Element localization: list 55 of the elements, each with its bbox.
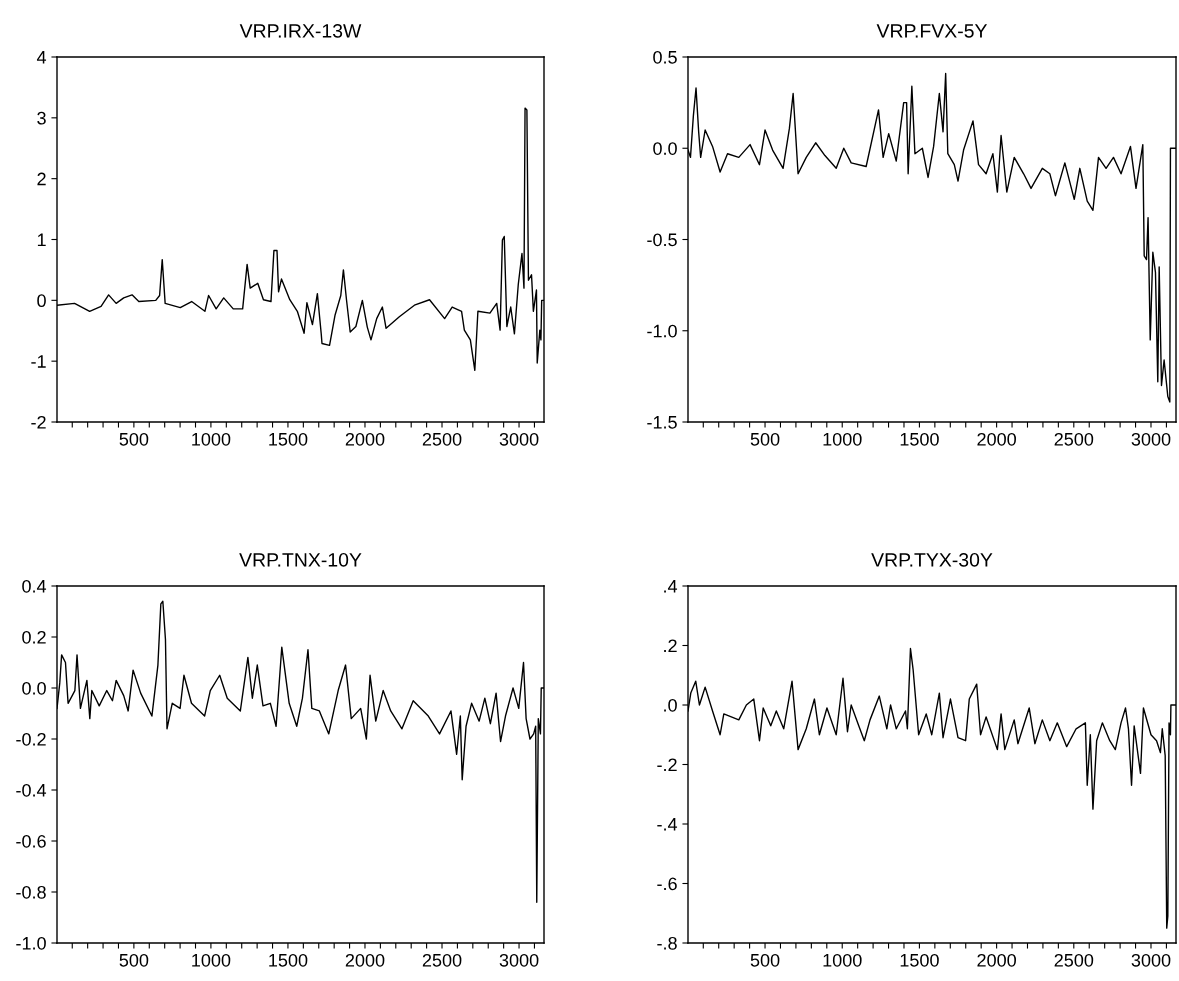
x-tick-label: 2500 (422, 432, 462, 446)
chart-title: VRP.FVX-5Y (876, 24, 988, 38)
x-tick-label: 2500 (422, 953, 462, 967)
chart-title: VRP.TYX-30Y (871, 552, 993, 567)
chart-title: VRP.TNX-10Y (239, 552, 362, 567)
chart-title: VRP.IRX-13W (239, 23, 362, 38)
y-tick-label: -0.8 (16, 885, 46, 899)
y-tick-label: -1.0 (647, 324, 677, 338)
y-tick-label: -2 (31, 415, 46, 429)
y-tick-label: 4 (36, 51, 47, 64)
y-tick-label: 0.4 (22, 579, 47, 593)
y-tick-label: 0.2 (22, 630, 46, 644)
y-tick-label: 0.5 (653, 50, 677, 64)
y-tick-label: -0.5 (647, 233, 677, 247)
y-tick-label: -.4 (657, 818, 678, 831)
x-tick-label: 500 (119, 432, 149, 446)
x-tick-label: 1500 (900, 432, 939, 446)
y-tick-label: 0.0 (653, 142, 677, 155)
y-tick-label: -1 (31, 355, 46, 368)
x-tick-label: 1000 (192, 432, 231, 446)
y-tick-label: -1.5 (647, 416, 677, 429)
y-tick-label: .2 (664, 639, 677, 653)
x-tick-label: 1500 (900, 953, 939, 967)
x-tick-label: 2000 (345, 953, 385, 967)
x-tick-label: 2500 (1054, 432, 1094, 446)
y-tick-label: -0.2 (16, 732, 46, 746)
y-tick-label: -0.6 (16, 834, 46, 848)
x-tick-label: 500 (750, 953, 780, 967)
x-tick-label: 3000 (499, 432, 539, 446)
x-tick-label: 2000 (977, 953, 1016, 967)
x-tick-label: 2000 (345, 432, 385, 446)
x-tick-label: 500 (119, 953, 149, 967)
x-tick-label: 3000 (1131, 953, 1171, 967)
y-tick-label: -1.0 (16, 936, 46, 950)
x-tick-label: 1500 (269, 432, 308, 446)
x-tick-label: 1000 (192, 953, 231, 967)
x-tick-label: 500 (750, 432, 780, 446)
x-tick-label: 1000 (823, 432, 862, 446)
x-tick-label: 2500 (1054, 953, 1094, 967)
y-tick-label: .4 (664, 580, 678, 593)
y-tick-label: -0.4 (16, 783, 47, 797)
x-tick-label: 2000 (977, 432, 1016, 446)
y-tick-label: 1 (37, 233, 46, 247)
y-tick-label: -.6 (657, 877, 677, 891)
y-tick-label: 0.0 (22, 681, 46, 695)
x-tick-label: 3000 (1131, 432, 1171, 446)
y-tick-label: .0 (664, 698, 677, 712)
y-tick-label: -.8 (657, 936, 677, 950)
x-tick-label: 1000 (823, 953, 862, 967)
y-tick-label: -.2 (657, 758, 677, 772)
x-tick-label: 3000 (499, 953, 539, 967)
y-tick-label: 2 (37, 172, 46, 186)
x-tick-label: 1500 (269, 953, 308, 967)
y-tick-label: 0 (37, 294, 46, 308)
y-tick-label: 3 (37, 111, 46, 125)
